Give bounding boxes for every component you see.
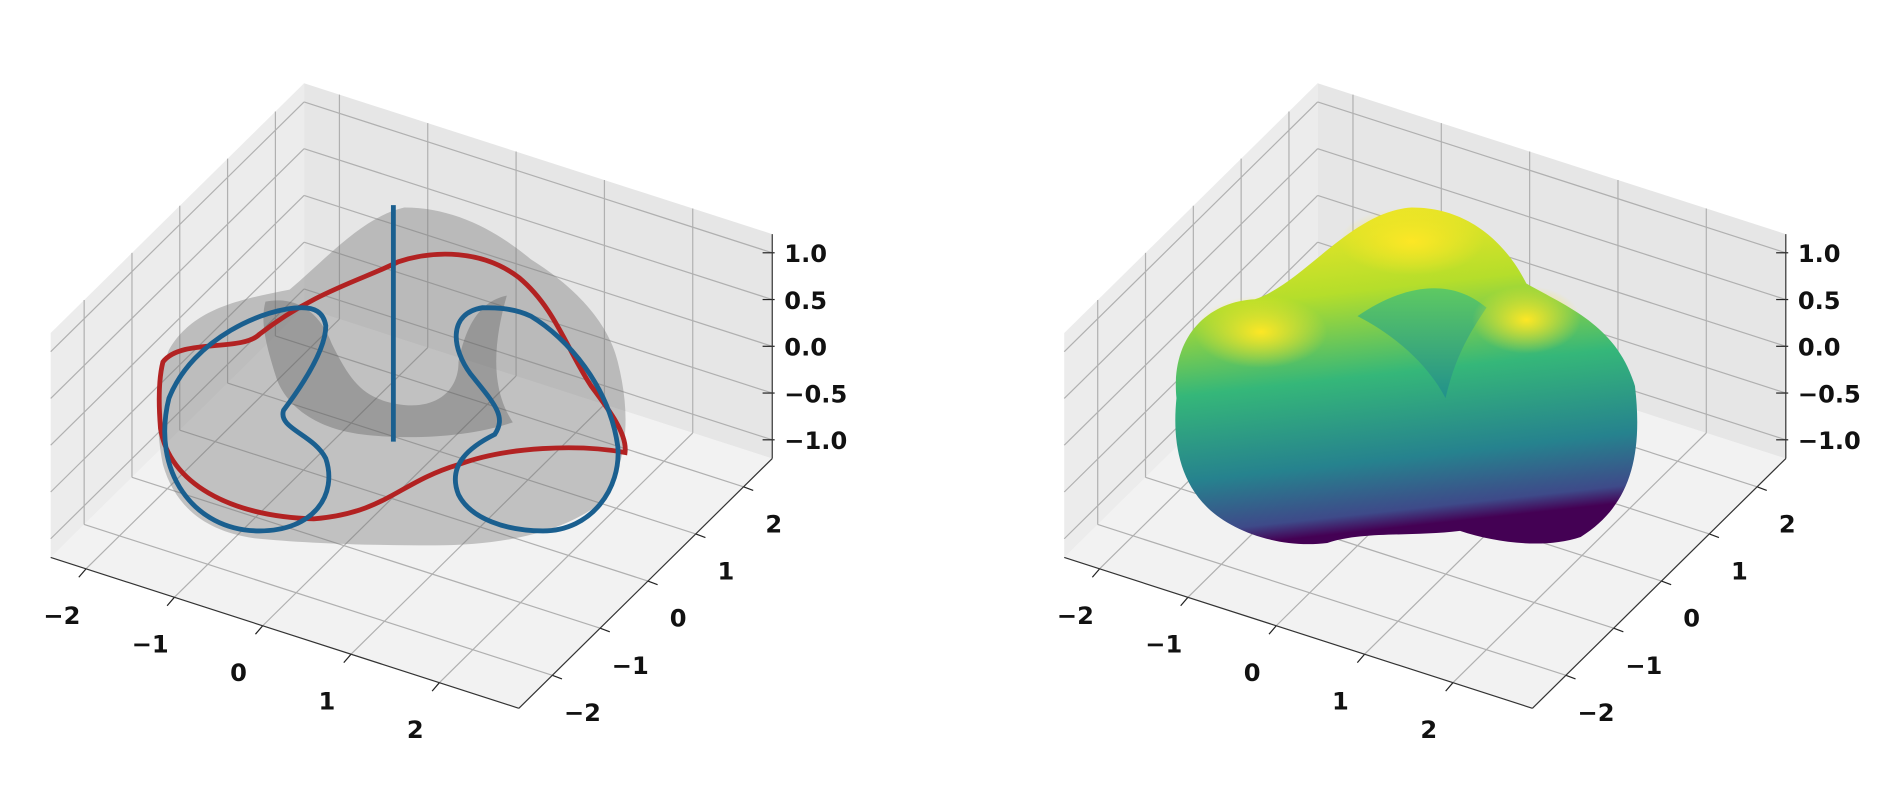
tick-mark [1445,682,1454,692]
x-tick-label: −2 [1057,602,1094,630]
surface-plot [1175,207,1638,545]
x-tick-label: 1 [318,687,335,715]
grid-line [1317,101,1786,254]
tick-mark [1613,627,1624,633]
tick-mark [254,625,264,635]
grid-line [1317,148,1786,301]
y-tick-label: 0 [1683,605,1700,633]
y-tick-label: 1 [718,558,735,586]
y-tick-label: −1 [612,652,649,680]
tick-mark [743,486,754,491]
z-tick-label: 1.0 [1798,240,1841,268]
axes-3d: −2 −1 0 1 2 −2 −1 0 1 2 −1.0 −0.5 0.0 0.5 1.0 [43,83,847,744]
surface-dip [1357,288,1487,399]
tick-mark [695,533,706,539]
grid-line [173,347,429,598]
tick-mark [552,674,563,680]
highlight [1339,207,1485,276]
x-tick-label: 2 [1420,716,1437,744]
grid-line [303,148,773,301]
grid-line [179,429,649,582]
z-tick-label: −0.5 [784,380,847,408]
grid-line [438,432,694,684]
tick-mark [1180,596,1189,607]
axis-line [1531,458,1787,709]
grid-line [275,335,744,488]
axis-line [1064,556,1533,709]
grid-line [131,476,601,629]
z-tick-label: −0.5 [1798,380,1861,408]
z-tick-label: 0.5 [1798,287,1841,315]
tick-mark [1565,674,1576,680]
y-tick-label: 2 [765,510,782,538]
x-tick-label: 0 [230,659,247,687]
y-tick-label: −2 [564,699,601,727]
y-tick-label: −2 [1578,699,1615,727]
tick-mark [647,580,658,586]
z-tick-label: 0.5 [784,287,827,315]
x-tick-label: −1 [132,631,169,659]
tick-mark [1709,533,1720,539]
grid-line [303,194,773,347]
blue-curve [452,305,621,534]
pane-floor [50,307,773,709]
tick-mark [599,627,610,633]
grid-line [50,148,305,399]
grid-line [303,101,773,254]
highlight [1472,285,1581,354]
grid-line [262,375,517,627]
grid-line [50,241,305,493]
surface-plot [156,205,628,546]
tick-mark [166,596,175,607]
blue-curve [162,305,332,534]
tick-mark [1356,653,1366,664]
z-tick-label: 1.0 [784,240,827,268]
z-tick-label: 0.0 [1798,334,1841,362]
z-tick-label: 0.0 [784,334,827,362]
y-tick-label: 1 [1731,558,1748,586]
tick-mark [431,682,440,692]
tick-mark [78,568,87,578]
tick-mark [1756,486,1767,491]
grid-line [1063,148,1319,399]
x-tick-label: −2 [43,602,80,630]
grid-line [50,101,305,353]
y-tick-label: −1 [1625,652,1662,680]
grid-line [1452,432,1707,684]
grid-line [1063,195,1319,446]
grid-line [50,195,305,446]
grid-line [303,288,773,441]
grid-line [1063,101,1319,353]
y-tick-label: 2 [1779,510,1796,538]
highlight [1194,295,1328,369]
x-tick-label: 0 [1244,659,1261,687]
tick-mark [1661,580,1672,586]
tick-mark [1268,625,1277,635]
x-tick-label: 1 [1332,687,1349,715]
tick-mark [1091,568,1101,578]
axis-line [50,556,520,709]
red-curve [156,251,628,522]
axis-line [518,458,773,709]
x-tick-label: 2 [407,716,424,744]
grid-line [83,523,553,676]
z-tick-label: −1.0 [1798,427,1861,455]
grid-line [85,318,340,570]
x-tick-label: −1 [1145,631,1182,659]
z-tick-label: −1.0 [784,427,847,455]
tick-mark [343,653,352,664]
grid-line [1097,523,1567,676]
y-tick-label: 0 [670,605,687,633]
